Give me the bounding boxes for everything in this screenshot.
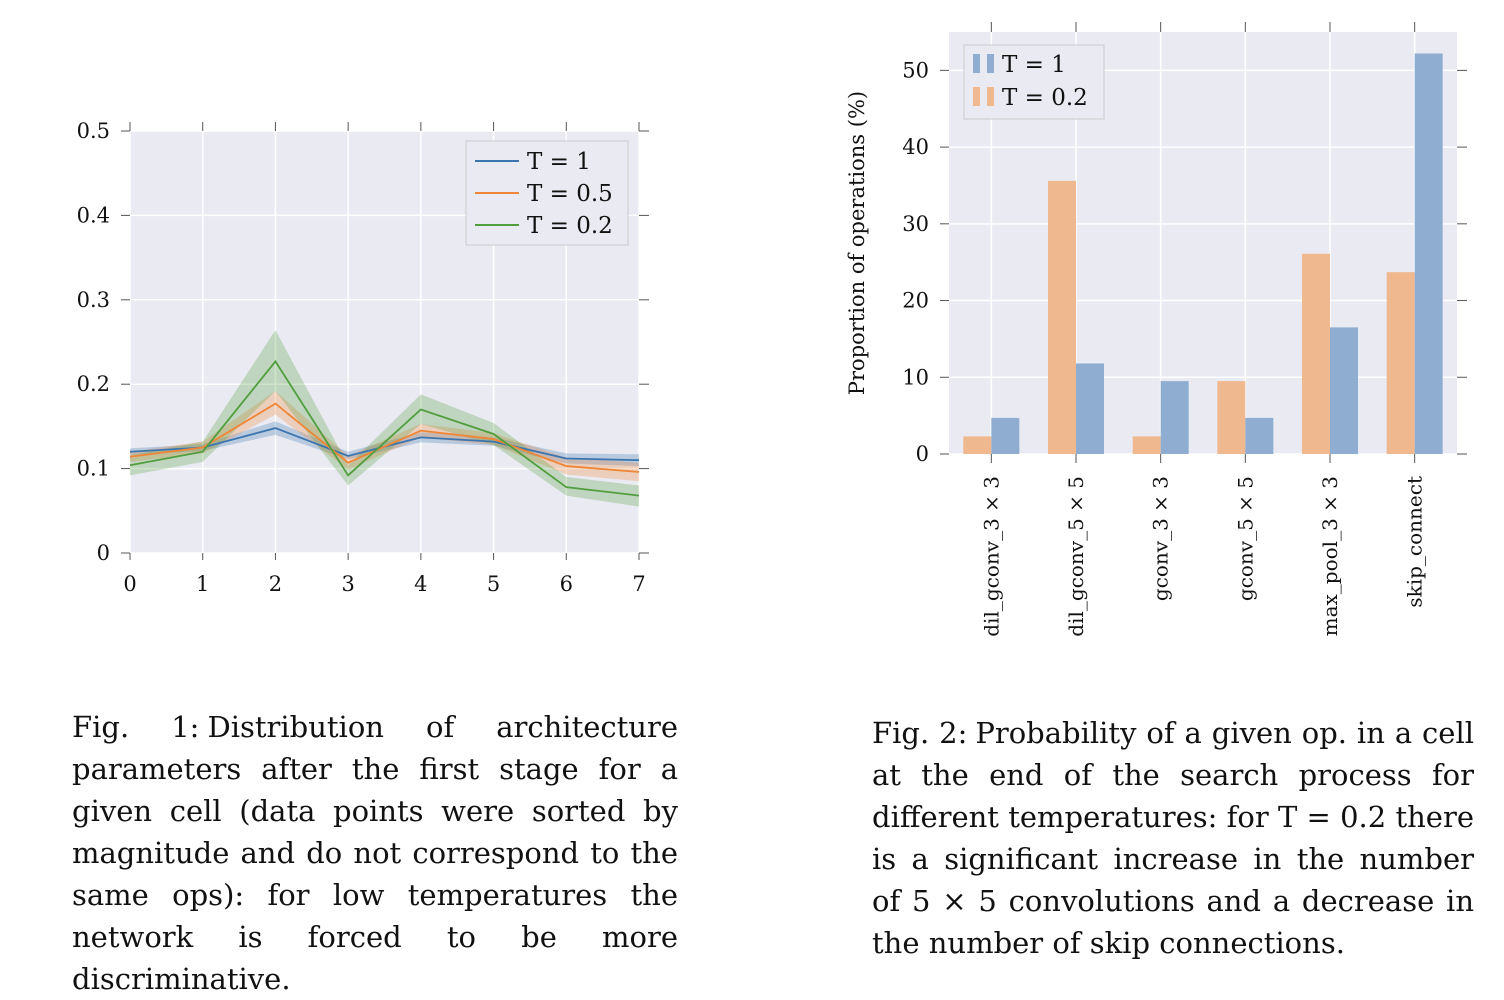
series-line: [129, 359, 640, 497]
bar-t-1: [1330, 327, 1358, 454]
figure-2-text: Probability of a given op. in a cell at …: [872, 716, 1474, 960]
category-label: max_pool_3 × 3: [1318, 476, 1342, 636]
y-tick-label: 40: [902, 135, 929, 159]
figure-1-text: Distribution of architecture parameters …: [72, 710, 678, 996]
tick-marks-1: [121, 122, 649, 560]
legend-entry: T = 1: [1002, 52, 1066, 78]
x-tick-label: 4: [414, 572, 427, 596]
y-tick-label: 10: [902, 365, 929, 389]
gridlines-1: [129, 130, 640, 554]
confidence-band: [130, 390, 639, 482]
legend-entry: T = 0.2: [527, 213, 613, 239]
category-label: gconv_3 × 3: [1149, 476, 1173, 601]
x-tick-labels-2: dil_gconv_3 × 3 dil_gconv_5 × 5 gconv_3 × …: [979, 476, 1426, 637]
legend-entry: T = 0.2: [1002, 85, 1088, 111]
y-tick-label: 0.5: [77, 119, 110, 143]
category-label: dil_gconv_5 × 5: [1064, 476, 1088, 637]
bar-t-0.2: [1217, 381, 1246, 454]
x-tick-label: 7: [632, 572, 645, 596]
confidence-band: [130, 330, 639, 507]
bar-t-1: [991, 417, 1020, 454]
bar-t-1: [1414, 53, 1443, 454]
x-tick-label: 5: [487, 572, 500, 596]
y-tick-label: 0.1: [77, 457, 110, 481]
x-tick-label: 3: [341, 572, 354, 596]
legend-swatch: [987, 87, 994, 106]
x-tick-label: 0: [123, 572, 136, 596]
y-tick-label: 20: [902, 289, 929, 313]
category-label: skip_connect: [1403, 476, 1427, 608]
y-tick-label: 30: [902, 212, 929, 236]
y-tick-label: 0.3: [77, 288, 110, 312]
x-tick-labels-1: 0 1 2 3 4 5 6 7: [123, 572, 645, 596]
bar-t-0.2: [1302, 253, 1330, 454]
bar-t-0.2: [1132, 436, 1161, 454]
bar-t-1: [1245, 417, 1274, 454]
legend-swatch: [987, 54, 994, 73]
figure-1-label: Fig. 1:: [72, 710, 200, 744]
series-line: [129, 402, 640, 473]
x-tick-label: 2: [269, 572, 282, 596]
bar-t-0.2: [1048, 180, 1076, 455]
bar-t-0.2: [963, 436, 992, 454]
y-tick-labels-1: 0 0.1 0.2 0.3 0.4 0.5: [77, 119, 110, 565]
y-tick-label: 0: [97, 541, 110, 565]
category-label: gconv_5 × 5: [1233, 476, 1257, 601]
figure-1-caption: Fig. 1: Distribution of architecture para…: [72, 706, 678, 1000]
legend-2: T = 1 T = 0.2: [963, 44, 1105, 120]
y-tick-label: 0.2: [77, 372, 110, 396]
bar-t-0.2: [1386, 272, 1415, 454]
bar-chart: dil_gconv_3 × 3 dil_gconv_5 × 5 gconv_3 × …: [845, 22, 1467, 637]
series-lines: [129, 359, 640, 497]
y-axis-label: Proportion of operations (%): [845, 91, 869, 395]
bars: [963, 53, 1443, 455]
category-label: dil_gconv_3 × 3: [979, 476, 1003, 637]
legend-swatch: [973, 54, 980, 73]
legend-entry: T = 1: [527, 149, 591, 175]
legend-swatch: [973, 87, 980, 106]
x-tick-label: 1: [196, 572, 209, 596]
y-tick-label: 0.4: [77, 203, 110, 227]
figure-2-caption: Fig. 2: Probability of a given op. in a c…: [872, 712, 1474, 964]
legend-entry: T = 0.5: [527, 181, 613, 207]
bar-t-1: [1160, 381, 1189, 454]
y-tick-labels-2: 0 10 20 30 40 50: [902, 58, 929, 466]
figure-2-label: Fig. 2:: [872, 716, 968, 750]
tick-marks-2: [940, 22, 1467, 463]
y-tick-label: 50: [902, 58, 929, 82]
legend-1: T = 1 T = 0.5 T = 0.2: [465, 140, 629, 246]
y-tick-label: 0: [916, 442, 929, 466]
x-tick-label: 6: [560, 572, 573, 596]
bar-t-1: [1076, 363, 1104, 454]
